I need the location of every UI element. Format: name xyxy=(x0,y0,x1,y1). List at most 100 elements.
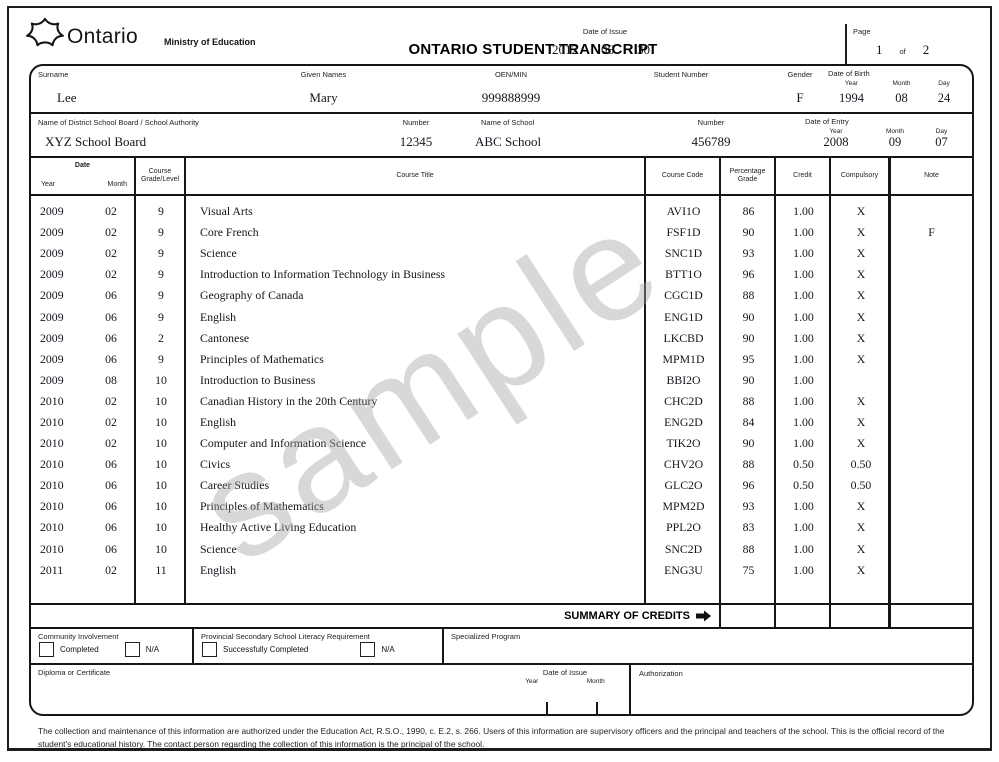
cell-year: 2009 xyxy=(40,330,64,345)
cell-grade-level: 10 xyxy=(155,414,167,429)
cell-grade-level: 10 xyxy=(155,478,167,493)
cell-compulsory: X xyxy=(856,562,866,577)
entry-month-value: 09 xyxy=(888,135,902,149)
ministry-label: Ministry of Education xyxy=(164,37,256,47)
entry-month-label: Month xyxy=(885,128,905,135)
cell-note: F xyxy=(928,225,935,240)
cell-course-code: TIK2O xyxy=(666,436,701,451)
cell-month: 02 xyxy=(105,393,117,408)
surname-value: Lee xyxy=(57,90,77,105)
literacy-checkbox-row: Successfully Completed N/A xyxy=(202,642,395,657)
ontario-logo: Ontario xyxy=(26,17,138,49)
cell-percentage-grade: 93 xyxy=(742,499,755,514)
cell-month: 06 xyxy=(105,309,117,324)
cell-year: 2009 xyxy=(40,225,64,240)
course-row: 2009 08 10 Introduction to Business BBI2… xyxy=(31,370,972,391)
dob-month-label: Month xyxy=(892,80,911,87)
cell-percentage-grade: 93 xyxy=(742,246,755,261)
cell-month: 02 xyxy=(105,225,117,240)
cell-course-title: English xyxy=(200,414,237,429)
specialized-program-label: Specialized Program xyxy=(451,632,521,641)
surname-field: Surname Lee xyxy=(31,66,211,112)
community-na-checkbox[interactable] xyxy=(124,642,140,657)
student-info-row: Surname Lee Given Names Mary OEN/MIN 999… xyxy=(31,66,972,114)
literacy-requirement-section: Provincial Secondary School Literacy Req… xyxy=(194,629,444,663)
cell-month: 06 xyxy=(105,457,117,472)
cell-year: 2009 xyxy=(40,267,64,282)
cell-percentage-grade: 86 xyxy=(742,204,755,219)
school-board-value: XYZ School Board xyxy=(45,134,147,149)
date-of-entry-field: Date of Entry Year Month Day 2008 09 07 xyxy=(801,114,964,156)
cell-course-code: CHC2D xyxy=(664,393,703,408)
bottom-doi-sublabels: Year Month xyxy=(501,678,629,685)
summary-arrow-icon xyxy=(696,610,711,622)
cell-course-title: Introduction to Business xyxy=(200,372,316,387)
cell-compulsory: 0.50 xyxy=(850,457,872,472)
cell-credit: 1.00 xyxy=(793,499,814,514)
community-na-label: N/A xyxy=(145,645,160,654)
cell-compulsory: X xyxy=(856,436,866,451)
cell-compulsory: X xyxy=(856,309,866,324)
literacy-completed-checkbox[interactable] xyxy=(202,642,217,657)
cell-percentage-grade: 83 xyxy=(742,520,755,535)
cell-compulsory: 0.50 xyxy=(850,478,872,493)
issue-year: 2012 xyxy=(552,42,578,57)
community-completed-checkbox[interactable] xyxy=(39,642,54,657)
column-divider xyxy=(134,196,136,603)
cell-month: 08 xyxy=(105,372,117,387)
cell-grade-level: 10 xyxy=(155,541,167,556)
cell-percentage-grade: 90 xyxy=(742,309,755,324)
cell-month: 02 xyxy=(105,246,117,261)
school-name-label: Name of School xyxy=(481,118,535,127)
course-row: 2009 06 9 English ENG1D 90 1.00 X xyxy=(31,306,972,327)
cell-grade-level: 10 xyxy=(155,520,167,535)
summary-compulsory-cell xyxy=(831,605,891,627)
given-names-field: Given Names Mary xyxy=(211,66,436,112)
cell-year: 2009 xyxy=(40,246,64,261)
page-of-word: of xyxy=(899,47,906,56)
page-border xyxy=(7,6,992,751)
doi-tick-mark xyxy=(546,702,548,714)
cell-credit: 0.50 xyxy=(793,457,814,472)
column-divider xyxy=(644,196,646,603)
ontario-wordmark: Ontario xyxy=(67,25,138,48)
cell-percentage-grade: 90 xyxy=(742,436,755,451)
diploma-label: Diploma or Certificate xyxy=(38,668,111,677)
column-divider xyxy=(774,196,776,603)
cell-course-title: Canadian History in the 20th Century xyxy=(200,393,378,408)
cell-course-title: Introduction to Information Technology i… xyxy=(200,267,446,282)
transcript-form: Surname Lee Given Names Mary OEN/MIN 999… xyxy=(29,64,974,716)
cell-course-code: AVI1O xyxy=(666,204,701,219)
cell-year: 2010 xyxy=(40,414,64,429)
ontario-trillium-logo-icon xyxy=(26,17,64,47)
cell-grade-level: 10 xyxy=(155,393,167,408)
entry-day-label: Day xyxy=(935,128,948,135)
column-divider xyxy=(888,196,891,603)
cell-course-title: Career Studies xyxy=(200,478,270,493)
cell-credit: 1.00 xyxy=(793,436,814,451)
bottom-date-of-issue: Date of Issue Year Month xyxy=(501,668,629,685)
oen-value: 999888999 xyxy=(481,90,541,105)
summary-label-cell: SUMMARY OF CREDITS xyxy=(31,605,721,627)
cell-credit: 1.00 xyxy=(793,520,814,535)
literacy-na-checkbox[interactable] xyxy=(360,642,376,657)
cell-year: 2009 xyxy=(40,372,64,387)
dob-month-value: 08 xyxy=(895,91,908,105)
summary-percentage-cell xyxy=(721,605,776,627)
cell-compulsory: X xyxy=(856,246,866,261)
header-course-title: Course Title xyxy=(186,158,646,194)
cell-course-title: Principles of Mathematics xyxy=(200,499,324,514)
header-grade: Course Grade/Level xyxy=(136,158,186,194)
page-cell-divider xyxy=(845,24,847,64)
date-of-birth-field: Date of Birth Year Month Day 1994 08 24 xyxy=(824,66,964,112)
page-current: 1 xyxy=(876,42,883,57)
header-date: Date Year Month xyxy=(31,158,136,194)
cell-percentage-grade: 96 xyxy=(742,267,755,282)
cell-month: 06 xyxy=(105,520,117,535)
summary-note-cell xyxy=(891,605,972,627)
school-name-value: ABC School xyxy=(475,134,542,149)
header-course-code: Course Code xyxy=(646,158,721,194)
cell-grade-level: 9 xyxy=(158,225,164,240)
cell-percentage-grade: 88 xyxy=(742,288,755,303)
